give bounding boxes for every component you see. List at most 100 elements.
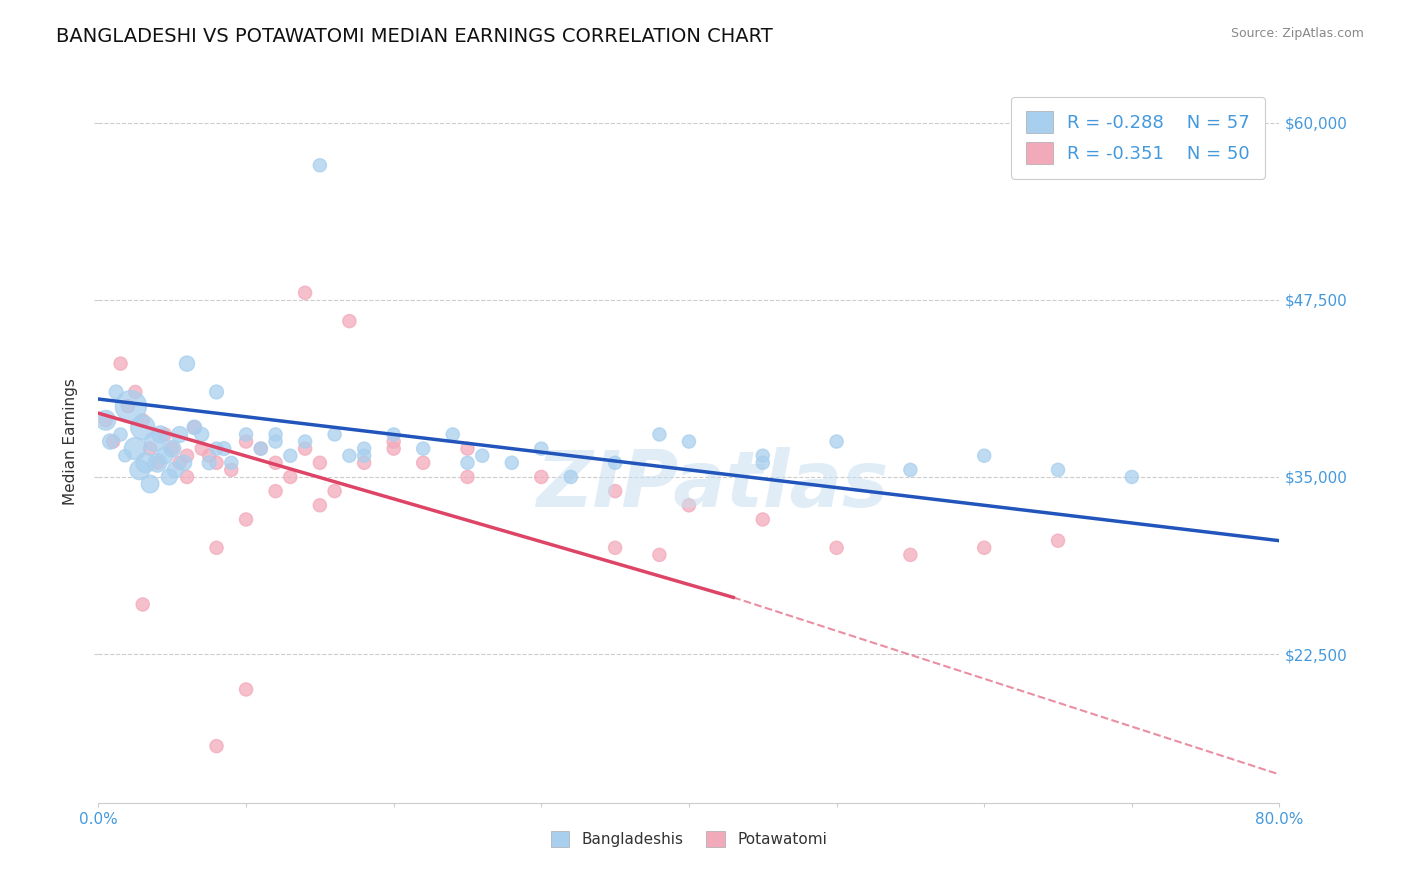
Point — [114, 449, 136, 463]
Point — [139, 477, 162, 491]
Point — [441, 427, 464, 442]
Point — [173, 456, 195, 470]
Point — [235, 682, 257, 697]
Point — [752, 449, 775, 463]
Point — [825, 434, 848, 449]
Point — [176, 357, 198, 371]
Point — [205, 739, 228, 753]
Point — [501, 456, 523, 470]
Point — [605, 541, 627, 555]
Point — [110, 427, 132, 442]
Point — [146, 456, 169, 470]
Point — [205, 541, 228, 555]
Point — [165, 463, 187, 477]
Point — [530, 470, 553, 484]
Point — [294, 285, 316, 300]
Point — [323, 484, 346, 499]
Point — [973, 449, 995, 463]
Point — [648, 427, 671, 442]
Point — [900, 548, 922, 562]
Point — [678, 434, 700, 449]
Point — [457, 456, 479, 470]
Point — [198, 449, 221, 463]
Point — [205, 384, 228, 399]
Legend: R = -0.288    N = 57, R = -0.351    N = 50: R = -0.288 N = 57, R = -0.351 N = 50 — [1011, 96, 1264, 178]
Point — [205, 442, 228, 456]
Point — [139, 442, 162, 456]
Point — [605, 456, 627, 470]
Point — [132, 420, 155, 434]
Point — [146, 456, 169, 470]
Point — [132, 598, 155, 612]
Point — [128, 463, 150, 477]
Point — [157, 470, 180, 484]
Point — [94, 413, 117, 427]
Point — [105, 384, 128, 399]
Point — [973, 541, 995, 555]
Point — [471, 449, 494, 463]
Point — [353, 449, 375, 463]
Point — [153, 427, 176, 442]
Point — [530, 442, 553, 456]
Point — [353, 442, 375, 456]
Point — [752, 456, 775, 470]
Point — [169, 456, 191, 470]
Point — [235, 427, 257, 442]
Point — [309, 158, 332, 172]
Point — [176, 470, 198, 484]
Point — [1121, 470, 1143, 484]
Y-axis label: Median Earnings: Median Earnings — [63, 378, 79, 505]
Point — [176, 449, 198, 463]
Point — [825, 541, 848, 555]
Point — [162, 442, 183, 456]
Point — [1046, 463, 1070, 477]
Point — [149, 427, 172, 442]
Point — [412, 456, 434, 470]
Point — [264, 434, 287, 449]
Point — [250, 442, 273, 456]
Point — [280, 449, 302, 463]
Point — [900, 463, 922, 477]
Point — [353, 456, 375, 470]
Point — [153, 449, 176, 463]
Point — [117, 399, 139, 413]
Point — [678, 498, 700, 512]
Point — [191, 442, 214, 456]
Point — [235, 434, 257, 449]
Point — [264, 484, 287, 499]
Point — [412, 442, 434, 456]
Point — [264, 456, 287, 470]
Point — [648, 548, 671, 562]
Text: ZIPatlas: ZIPatlas — [537, 447, 889, 523]
Point — [94, 413, 117, 427]
Point — [605, 484, 627, 499]
Point — [457, 442, 479, 456]
Point — [183, 420, 205, 434]
Text: Source: ZipAtlas.com: Source: ZipAtlas.com — [1230, 27, 1364, 40]
Point — [339, 449, 361, 463]
Point — [280, 470, 302, 484]
Point — [309, 498, 332, 512]
Point — [124, 442, 146, 456]
Point — [98, 434, 121, 449]
Point — [169, 427, 191, 442]
Point — [110, 357, 132, 371]
Point — [183, 420, 205, 434]
Point — [135, 456, 157, 470]
Point — [382, 427, 405, 442]
Point — [294, 434, 316, 449]
Point — [264, 427, 287, 442]
Point — [221, 463, 243, 477]
Text: BANGLADESHI VS POTAWATOMI MEDIAN EARNINGS CORRELATION CHART: BANGLADESHI VS POTAWATOMI MEDIAN EARNING… — [56, 27, 773, 45]
Point — [221, 456, 243, 470]
Point — [382, 442, 405, 456]
Point — [457, 470, 479, 484]
Point — [103, 434, 125, 449]
Point — [205, 456, 228, 470]
Point — [323, 427, 346, 442]
Point — [560, 470, 582, 484]
Point — [143, 434, 166, 449]
Point — [752, 512, 775, 526]
Point — [339, 314, 361, 328]
Point — [132, 413, 155, 427]
